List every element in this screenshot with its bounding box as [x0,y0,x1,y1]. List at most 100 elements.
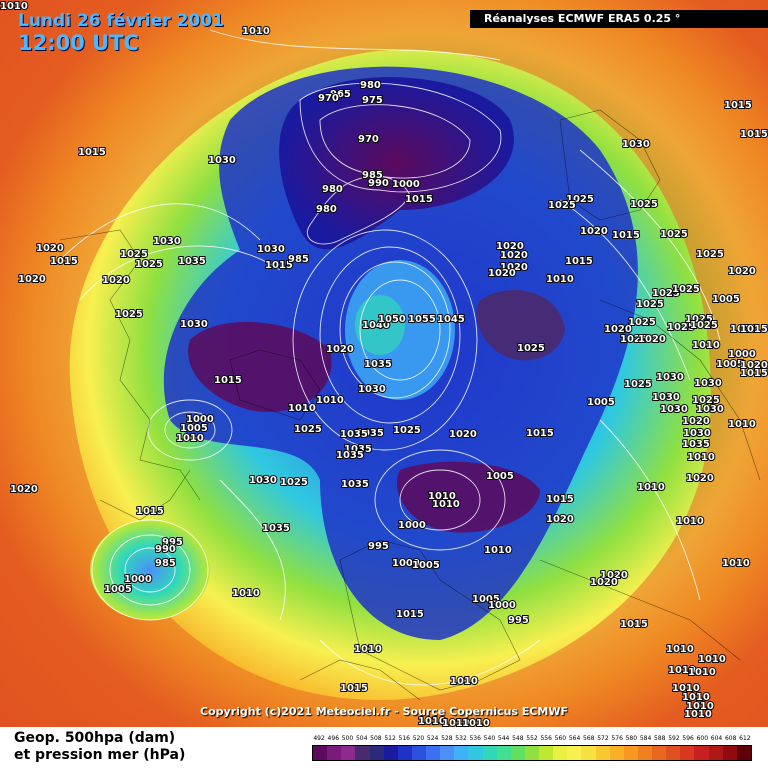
pressure-label: 1015 [340,683,368,694]
color-scale-swatch [722,746,737,760]
color-scale-value: 576 [611,735,623,742]
pressure-label: 1005 [587,397,615,408]
pressure-label: 1020 [740,360,768,371]
low-siberia [476,290,565,361]
pressure-label: 1010 [692,340,720,351]
color-scale-value: 556 [540,735,552,742]
pressure-label: 1035 [340,429,368,440]
pressure-label: 1020 [600,570,628,581]
pressure-label: 1035 [262,523,290,534]
source-banner: Réanalyses ECMWF ERA5 0.25 ° [470,10,768,28]
color-scale-value: 516 [398,735,410,742]
pressure-label: 990 [155,544,176,555]
color-scale-swatch [567,746,582,760]
pressure-label: 1010 [546,274,574,285]
pressure-label: 1000 [398,520,426,531]
pressure-label: 1055 [408,314,436,325]
color-scale-swatch [468,746,483,760]
pressure-label: 1035 [341,479,369,490]
copyright-text: Copyright (c)2021 Meteociel.fr - Source … [200,705,568,718]
pressure-label: 1025 [685,314,713,325]
color-scale-value: 528 [441,735,453,742]
pressure-label: 995 [368,541,389,552]
pressure-label: 1030 [358,384,386,395]
color-scale-swatch [595,746,610,760]
pressure-label: 1025 [630,199,658,210]
pressure-label: 1010 [316,395,344,406]
pressure-label: 1010 [176,433,204,444]
color-scale-value: 560 [554,735,567,742]
pressure-label: 1010 [232,588,260,599]
pressure-label: 1015 [620,619,648,630]
pressure-label: 1035 [364,359,392,370]
color-scale-swatch [510,746,525,760]
color-scale-value: 568 [583,735,595,742]
legend-title-line1: Geop. 500hpa (dam) [14,730,176,746]
pressure-label: 1045 [437,314,465,325]
color-scale: 492 496 500 504 508 512 516 520 524 528 532 536 540 5… [312,735,752,761]
pressure-label: 1005 [472,594,500,605]
pressure-label: 1025 [566,194,594,205]
pressure-label: 1020 [102,275,130,286]
color-scale-swatch [327,746,342,760]
color-scale-value: 524 [426,735,439,742]
color-scale-swatch [553,746,568,760]
color-scale-swatch [355,746,370,760]
pressure-label: 1025 [393,425,421,436]
color-scale-value: 508 [370,735,382,742]
pressure-label: 1025 [294,424,322,435]
pressure-label: 1020 [10,484,38,495]
low-europe [396,461,540,533]
pressure-label: 985 [155,558,176,569]
color-scale-swatch [524,746,539,760]
color-scale-value: 520 [412,735,425,742]
color-scale-value: 496 [327,735,340,742]
pressure-label: 1035 [178,256,206,267]
color-scale-swatch [652,746,667,760]
color-scale-swatch [341,746,356,760]
pressure-label: 1030 [208,155,236,166]
pressure-label: 1030 [652,392,680,403]
pressure-label: 980 [360,80,381,91]
pressure-label: 1025 [636,299,664,310]
pressure-label: 1010 [442,718,470,727]
color-scale-swatch [609,746,624,760]
color-scale-value: 612 [739,735,751,742]
pressure-label: 1015 [740,129,768,140]
pressure-label: 1015 [565,256,593,267]
color-scale-value: 492 [313,735,325,742]
pressure-label: 1015 [78,147,106,158]
pressure-label: 970 [358,134,379,145]
pressure-label: 1015 [740,324,768,335]
pressure-label: 1000 [392,558,420,569]
pressure-label: 1000 [186,414,214,425]
pressure-label: 1030 [656,372,684,383]
pressure-label: 1015 [740,368,768,379]
pressure-label: 1030 [249,475,277,486]
pressure-label: 1010 [728,419,756,430]
pressure-label: 1025 [692,395,720,406]
color-scale-swatch [496,746,511,760]
pressure-label: 970 [318,93,339,104]
pressure-label: 1015 [50,256,78,267]
pressure-label: 985 [362,170,383,181]
color-scale-swatch [623,746,638,760]
pressure-label: 1015 [136,506,164,517]
color-scale-swatch [736,746,751,760]
color-scale-swatch [411,746,426,760]
pressure-label: 1020 [18,274,46,285]
pressure-label: 1025 [667,322,695,333]
color-scale-value: 600 [696,735,709,742]
warm-band [0,0,768,727]
pressure-label: 1025 [135,259,163,270]
color-scale-value: 504 [355,735,368,742]
pressure-label: 1030 [660,404,688,415]
color-scale-value: 548 [512,735,524,742]
pressure-label: 1010 [432,499,460,510]
pressure-label: 1000 [124,574,152,585]
pressure-label: 1010 [484,545,512,556]
pressure-label: 1010 [668,665,696,676]
pressure-label: 1015 [724,100,752,111]
pressure-label: 1010 [354,644,382,655]
color-scale-value: 604 [710,735,723,742]
